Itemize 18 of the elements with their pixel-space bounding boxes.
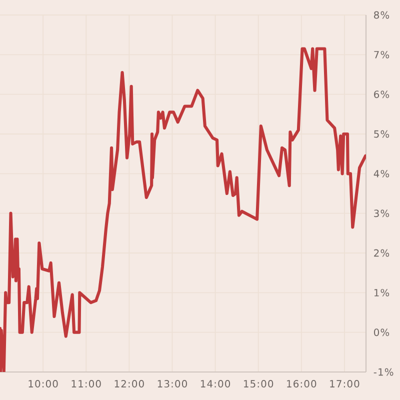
x-tick-label: 13:00 bbox=[158, 380, 187, 388]
x-tick-label: 10:00 bbox=[28, 380, 58, 388]
x-tick-label: 12:00 bbox=[114, 380, 144, 388]
y-tick-label: 1% bbox=[374, 288, 390, 296]
y-tick-label: 6% bbox=[374, 90, 390, 98]
y-tick-label: 0% bbox=[374, 328, 390, 336]
y-tick-label: 5% bbox=[374, 130, 390, 138]
y-tick-label: 8% bbox=[374, 11, 390, 19]
y-tick-label: 4% bbox=[374, 170, 390, 178]
x-tick-label: 14:00 bbox=[200, 380, 230, 388]
y-tick-label: -1% bbox=[374, 368, 394, 376]
x-tick-label: 11:00 bbox=[72, 380, 101, 388]
y-tick-label: 7% bbox=[374, 50, 390, 58]
x-tick-label: 17:00 bbox=[330, 380, 360, 388]
x-tick-label: 16:00 bbox=[287, 380, 316, 388]
y-tick-label: 3% bbox=[374, 210, 390, 218]
x-tick-label: 15:00 bbox=[244, 380, 274, 388]
y-tick-label: 2% bbox=[374, 249, 390, 257]
